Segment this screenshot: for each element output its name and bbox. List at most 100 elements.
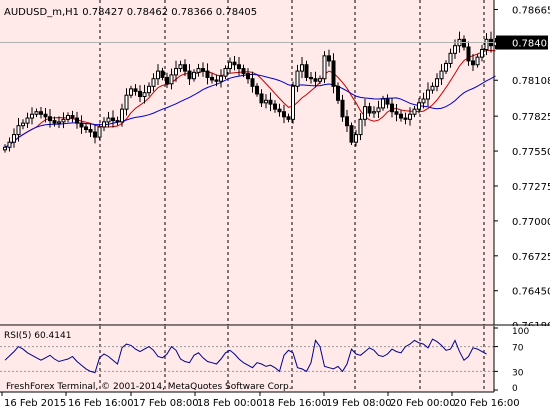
candle-body-bull (417, 102, 421, 110)
candle-body-bull (12, 134, 16, 143)
candle-body-bear (367, 106, 372, 114)
candle (165, 72, 169, 89)
price-tick-label: 0.76725 (512, 252, 550, 263)
candle-body-bull (66, 115, 70, 120)
price-tick-label: 0.77275 (512, 182, 550, 193)
candle (426, 82, 430, 106)
candle-body-bull (169, 74, 174, 85)
candle (169, 68, 174, 90)
candle-body-bear (385, 98, 390, 105)
candle-body-bear (39, 111, 43, 115)
candle (403, 112, 408, 125)
candle (228, 57, 232, 73)
candle-body-bear (250, 78, 255, 87)
candle (448, 48, 453, 68)
candle (340, 94, 345, 122)
candle (151, 73, 156, 92)
candle-body-bull (7, 141, 12, 148)
candle-body-bear (111, 117, 115, 122)
candle (21, 119, 25, 130)
candle (286, 113, 291, 123)
candle-body-bull (264, 99, 268, 104)
current-price-label: 0.78405 (512, 39, 550, 50)
candle-body-bear (304, 64, 309, 78)
candle-body-bear (205, 70, 210, 78)
candle (223, 65, 228, 80)
candle-body-bull (421, 98, 426, 104)
price-tick-label: 0.77825 (512, 112, 550, 123)
price-panel: 0.78665 0.78108 0.77825 0.77550 0.77275 0.770… (0, 0, 550, 332)
candle (115, 116, 120, 126)
candle (178, 60, 183, 73)
candle-body-bull (358, 118, 363, 136)
candle-body-bear (246, 73, 250, 80)
candle-body-bear (331, 60, 336, 87)
candle (39, 107, 43, 119)
candle-body-bear (160, 70, 165, 78)
candle-body-bull (16, 125, 21, 136)
candle (345, 109, 349, 132)
rsi-title: RSI(5) 60.4141 (4, 331, 71, 341)
candle-body-bull (430, 85, 435, 91)
candle-body-bear (273, 103, 277, 110)
candle (394, 103, 399, 122)
candle (444, 60, 448, 74)
candle-body-bear (79, 122, 84, 128)
candle (318, 75, 322, 85)
candle-body-bear (327, 55, 331, 62)
candle (174, 60, 178, 82)
candle (142, 84, 147, 104)
candle (295, 64, 300, 92)
candle-body-bear (462, 38, 466, 48)
candle (241, 64, 246, 78)
candle-body-bear (403, 117, 408, 120)
candle-body-bear (133, 88, 138, 92)
candle (264, 94, 268, 109)
candle (16, 117, 21, 142)
candle (390, 97, 394, 118)
candle-body-bear (336, 85, 340, 101)
candle-body-bear (466, 46, 471, 62)
candle (291, 81, 295, 124)
candle (484, 33, 489, 56)
candle (354, 129, 358, 147)
candle (304, 60, 309, 81)
candle-body-bull (178, 64, 183, 70)
candle-body-bull (196, 68, 201, 73)
candle-body-bull (30, 113, 34, 119)
time-tick-label: 20 Feb 16:00 (454, 398, 520, 409)
candle (7, 137, 12, 152)
candle-body-bear (48, 116, 52, 122)
candle (232, 55, 237, 71)
candle (57, 116, 61, 129)
slow-ma-line (4, 73, 496, 148)
candle-body-bear (340, 99, 345, 118)
candle (439, 64, 444, 85)
candle (367, 102, 372, 117)
candle (250, 71, 255, 93)
candle (255, 83, 259, 97)
candle-body-bull (3, 146, 7, 151)
candle (120, 103, 124, 127)
candle-body-bull (61, 118, 66, 123)
candle-body-bear (115, 120, 120, 123)
candle-body-bear (282, 111, 286, 118)
candle-body-bear (75, 117, 79, 124)
candle-body-bull (480, 49, 484, 58)
candle-body-bull (102, 121, 106, 128)
candle (43, 108, 48, 123)
candle-body-bear (241, 68, 246, 75)
candle-body-bear (277, 108, 282, 113)
candle (192, 69, 196, 82)
candle (466, 41, 471, 66)
candle-body-bull (412, 108, 417, 115)
candle (3, 144, 7, 153)
candle (93, 125, 97, 144)
price-tick-label: 0.77550 (512, 147, 550, 158)
candle (70, 110, 75, 123)
candle-body-bear (232, 61, 237, 66)
candle-body-bull (142, 92, 147, 97)
candle-body-bull (376, 107, 381, 113)
candle (79, 115, 84, 134)
